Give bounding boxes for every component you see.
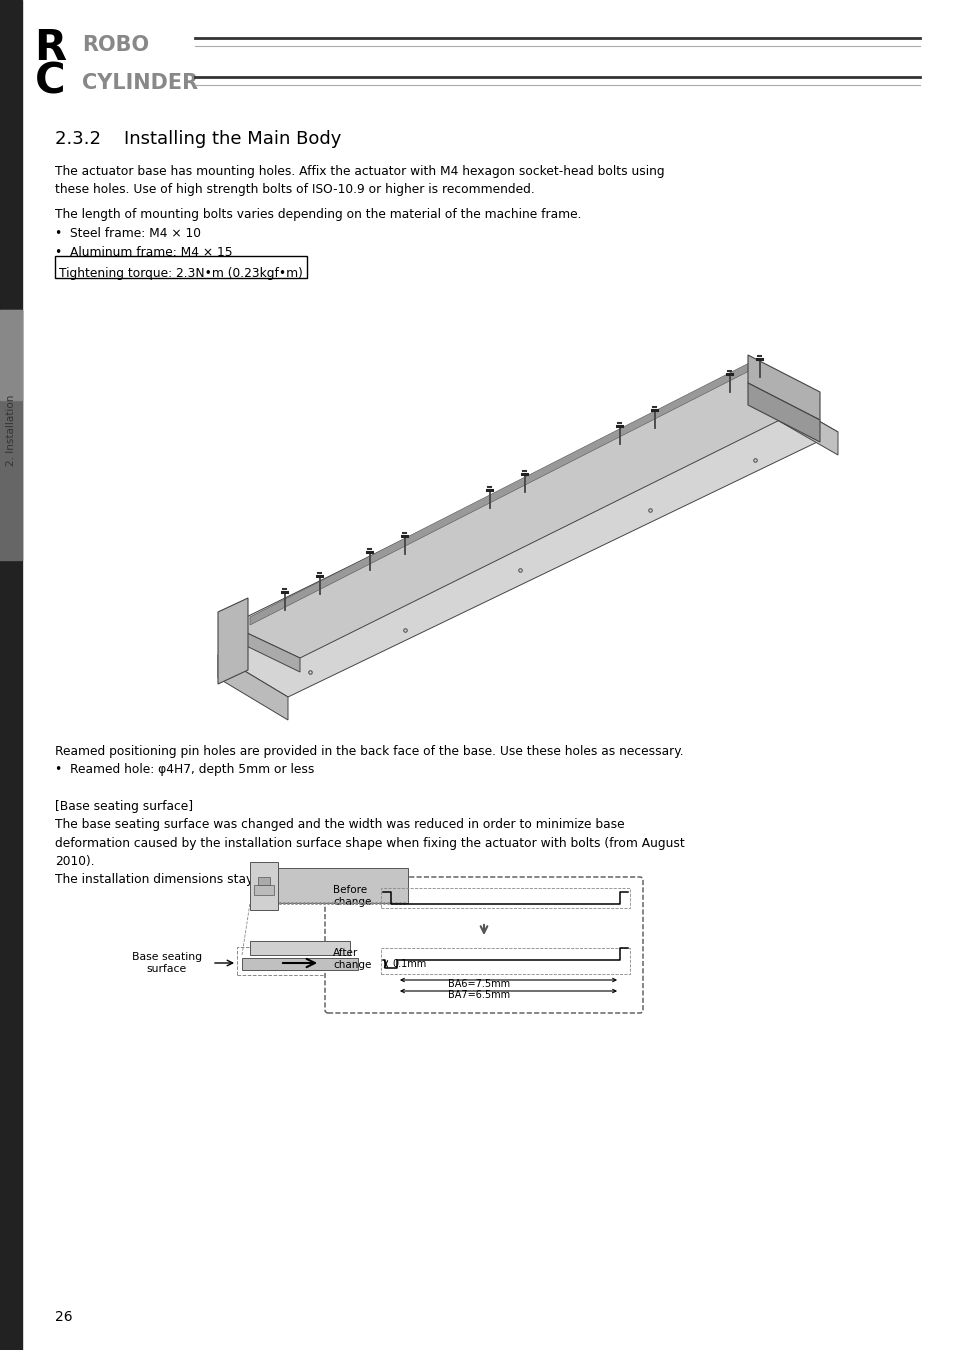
FancyBboxPatch shape xyxy=(325,878,642,1012)
Text: ROBO: ROBO xyxy=(82,35,149,55)
Polygon shape xyxy=(747,383,820,441)
Text: C: C xyxy=(34,61,65,103)
Bar xyxy=(250,863,277,910)
Bar xyxy=(277,868,408,903)
Bar xyxy=(380,888,629,909)
Polygon shape xyxy=(218,655,288,720)
Polygon shape xyxy=(747,355,820,420)
Bar xyxy=(253,886,274,895)
Text: BA7=6.5mm: BA7=6.5mm xyxy=(448,990,510,1000)
Text: 2. Installation: 2. Installation xyxy=(6,394,16,466)
Text: 0.1mm: 0.1mm xyxy=(392,958,426,969)
Polygon shape xyxy=(218,598,248,684)
Text: The length of mounting bolts varies depending on the material of the machine fra: The length of mounting bolts varies depe… xyxy=(55,208,581,259)
Text: [Base seating surface]: [Base seating surface] xyxy=(55,801,193,813)
Text: Base seating
surface: Base seating surface xyxy=(132,952,202,973)
Text: The base seating surface was changed and the width was reduced in order to minim: The base seating surface was changed and… xyxy=(55,818,684,887)
Text: Reamed positioning pin holes are provided in the back face of the base. Use thes: Reamed positioning pin holes are provide… xyxy=(55,745,683,776)
Text: BA6=7.5mm: BA6=7.5mm xyxy=(448,979,510,990)
Polygon shape xyxy=(230,625,299,672)
Text: After
change: After change xyxy=(333,948,371,971)
Text: CYLINDER: CYLINDER xyxy=(82,73,198,93)
Bar xyxy=(0,310,22,560)
Text: 26: 26 xyxy=(55,1310,72,1324)
Bar xyxy=(0,310,22,400)
Text: Tightening torque: 2.3N•m (0.23kgf•m): Tightening torque: 2.3N•m (0.23kgf•m) xyxy=(59,267,303,279)
Bar xyxy=(257,878,270,886)
Bar xyxy=(250,941,350,954)
Text: 2.3.2    Installing the Main Body: 2.3.2 Installing the Main Body xyxy=(55,130,341,148)
Polygon shape xyxy=(218,390,837,697)
Polygon shape xyxy=(250,360,754,625)
Bar xyxy=(242,958,357,971)
Bar xyxy=(380,948,629,973)
Polygon shape xyxy=(764,390,837,455)
Text: Before
change: Before change xyxy=(333,886,371,907)
Polygon shape xyxy=(230,367,820,657)
Text: The actuator base has mounting holes. Affix the actuator with M4 hexagon socket-: The actuator base has mounting holes. Af… xyxy=(55,165,664,196)
Bar xyxy=(236,946,363,975)
Bar xyxy=(55,256,307,278)
Text: R: R xyxy=(34,27,66,69)
Bar xyxy=(0,0,22,1350)
